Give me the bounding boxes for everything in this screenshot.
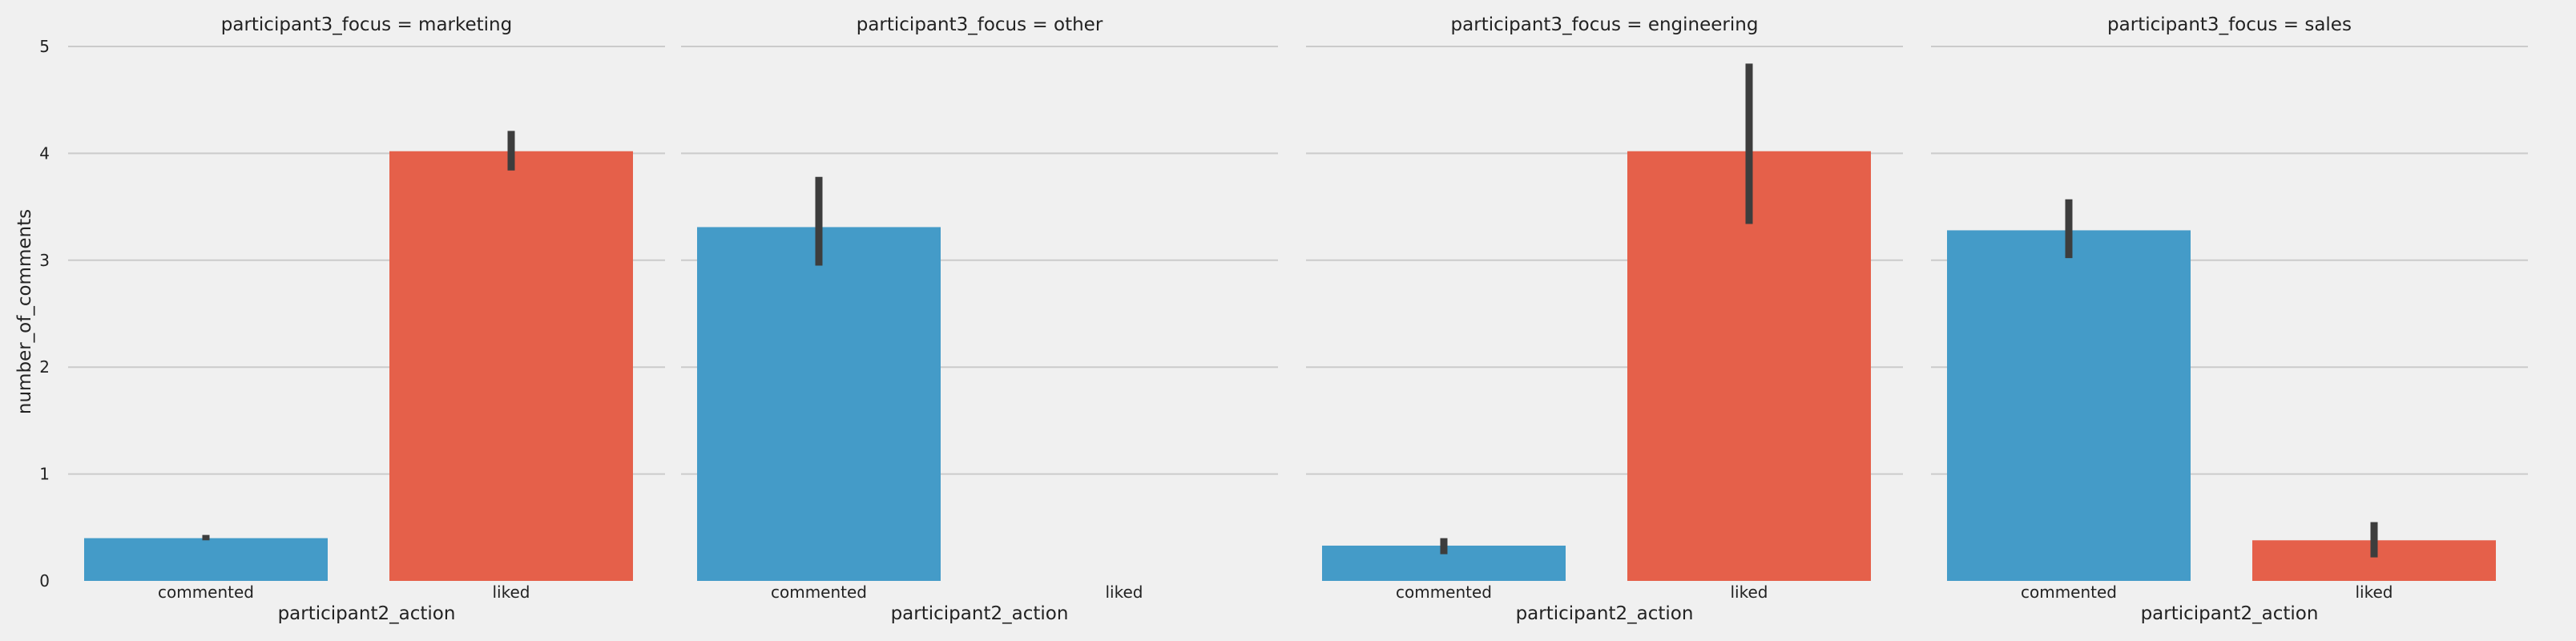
- x-tick-label: commented: [2021, 583, 2117, 602]
- x-tick-label: commented: [771, 583, 867, 602]
- facet-title: participant3_focus = other: [857, 14, 1103, 35]
- bar-commented: [1947, 230, 2191, 581]
- x-tick-label: commented: [158, 583, 254, 602]
- y-tick-label: 5: [39, 37, 50, 56]
- bar-liked: [389, 151, 633, 581]
- facet-panel: participant3_focus = other commented liked…: [681, 14, 1278, 624]
- y-tick-label: 1: [39, 465, 50, 484]
- x-tick-label: liked: [493, 583, 530, 602]
- y-tick-label: 4: [39, 143, 50, 163]
- x-tick-label: liked: [1731, 583, 1768, 602]
- bar-commented: [697, 227, 941, 581]
- x-tick-label: commented: [1396, 583, 1492, 602]
- facet-title: participant3_focus = marketing: [221, 14, 512, 35]
- facet-panels: 0 1 2 3 4 5 participant3_focus = marketing comm…: [39, 14, 2528, 624]
- facet-title: participant3_focus = engineering: [1451, 14, 1759, 35]
- bar-commented: [84, 538, 328, 581]
- facet-title: participant3_focus = sales: [2107, 14, 2352, 35]
- facet-panel: 0 1 2 3 4 5 participant3_focus = marketing comm…: [39, 14, 665, 624]
- y-tick-label: 3: [39, 251, 50, 270]
- y-tick-label: 0: [39, 571, 50, 591]
- x-axis-label: participant2_action: [278, 603, 456, 624]
- x-axis-label: participant2_action: [891, 603, 1069, 624]
- x-tick-label: liked: [1106, 583, 1143, 602]
- y-tick-label: 2: [39, 357, 50, 377]
- x-axis-label: participant2_action: [1516, 603, 1694, 624]
- facet-panel: participant3_focus = sales commented liked…: [1931, 14, 2528, 624]
- x-tick-label: liked: [2356, 583, 2393, 602]
- y-axis-label: number_of_comments: [14, 209, 35, 414]
- x-axis-label: participant2_action: [2141, 603, 2319, 624]
- facet-panel: participant3_focus = engineering commente…: [1306, 14, 1903, 624]
